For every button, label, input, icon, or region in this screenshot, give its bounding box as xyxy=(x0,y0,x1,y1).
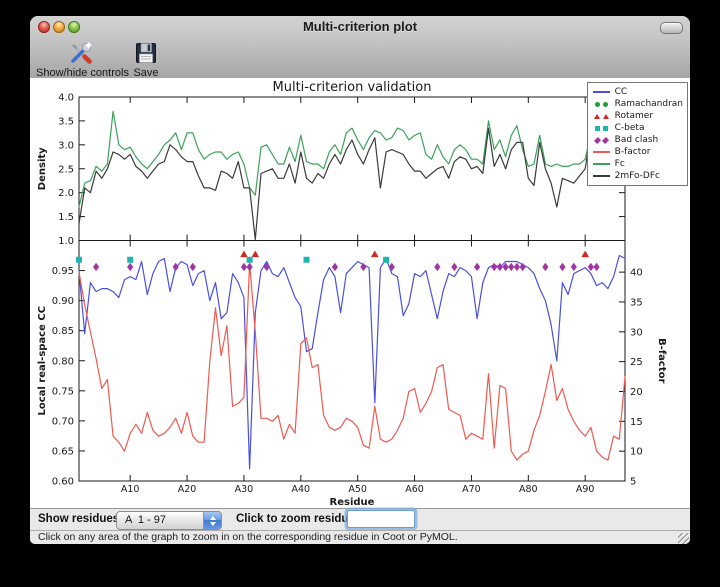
svg-text:0.75: 0.75 xyxy=(52,386,74,397)
svg-text:A70: A70 xyxy=(462,484,481,495)
show-hide-controls-label: Show/hide controls xyxy=(36,67,129,79)
svg-text:20: 20 xyxy=(630,387,643,398)
arrow-up-icon xyxy=(209,515,216,520)
multi-criterion-plot-window: Multi-criterion plot Show/hide controls xyxy=(30,16,690,544)
show-residues-label: Show residues: xyxy=(38,513,123,525)
window-chrome: Multi-criterion plot Show/hide controls xyxy=(30,16,690,79)
status-message: Click on any area of the graph to zoom i… xyxy=(38,531,458,543)
zoom-residue-label: Click to zoom residue: xyxy=(236,513,359,525)
plot-legend: CC Ramachandran Rotamer C-beta Bad clash B-fa… xyxy=(586,82,688,186)
legend-entry: C-beta xyxy=(592,122,683,134)
show-hide-controls-button[interactable]: Show/hide controls xyxy=(36,40,129,79)
residue-range-select[interactable]: A 1 - 97 xyxy=(116,511,222,530)
controls-bar: Show residues: A 1 - 97 Click to zoom re… xyxy=(30,508,690,531)
plot-figure[interactable]: Multi-criterion validation 1.0 1.5 2.0 2.5 3.… xyxy=(30,78,690,508)
svg-text:A10: A10 xyxy=(121,484,140,495)
svg-text:A20: A20 xyxy=(178,484,197,495)
titlebar[interactable]: Multi-criterion plot xyxy=(30,16,690,38)
svg-text:0.80: 0.80 xyxy=(52,356,74,367)
legend-entry: Bad clash xyxy=(592,134,683,146)
svg-text:0.90: 0.90 xyxy=(52,296,74,307)
save-icon xyxy=(133,40,159,66)
svg-text:0.60: 0.60 xyxy=(52,477,74,488)
svg-text:1.0: 1.0 xyxy=(58,236,74,247)
svg-text:A50: A50 xyxy=(348,484,367,495)
legend-entry: B-factor xyxy=(592,146,683,158)
svg-text:4.0: 4.0 xyxy=(58,93,74,104)
svg-text:A30: A30 xyxy=(235,484,254,495)
svg-text:30: 30 xyxy=(630,327,643,338)
svg-text:0.95: 0.95 xyxy=(52,266,74,277)
svg-text:2.0: 2.0 xyxy=(58,188,74,199)
toolbar-toggle-pill[interactable] xyxy=(660,22,683,34)
svg-text:2.5: 2.5 xyxy=(58,164,74,175)
svg-text:5: 5 xyxy=(630,477,636,488)
svg-text:35: 35 xyxy=(630,297,643,308)
zoom-button[interactable] xyxy=(68,20,80,33)
svg-text:10: 10 xyxy=(630,447,643,458)
svg-text:3.5: 3.5 xyxy=(58,116,74,127)
legend-entry: 2mFo-DFc xyxy=(592,170,683,182)
figure-svg: Multi-criterion validation 1.0 1.5 2.0 2.5 3.… xyxy=(37,80,667,508)
svg-text:B-factor: B-factor xyxy=(656,338,667,383)
window-title: Multi-criterion plot xyxy=(302,19,418,34)
residue-range-value: A 1 - 97 xyxy=(125,514,166,526)
minimize-button[interactable] xyxy=(53,20,65,33)
svg-text:Multi-criterion validation: Multi-criterion validation xyxy=(273,80,432,95)
svg-text:15: 15 xyxy=(630,417,643,428)
svg-text:Local real-space CC: Local real-space CC xyxy=(37,306,48,416)
close-button[interactable] xyxy=(38,20,50,33)
status-bar: Click on any area of the graph to zoom i… xyxy=(30,530,690,544)
save-label: Save xyxy=(133,67,159,79)
svg-text:0.70: 0.70 xyxy=(52,416,74,427)
legend-entry: Rotamer xyxy=(592,110,683,122)
svg-text:Density: Density xyxy=(37,147,48,190)
toolbar: Show/hide controls Save xyxy=(30,38,690,79)
legend-entry: CC xyxy=(592,86,683,98)
legend-entry: Fc xyxy=(592,158,683,170)
stepper-arrows-icon[interactable] xyxy=(203,512,221,529)
legend-entry: Ramachandran xyxy=(592,98,683,110)
svg-text:0.85: 0.85 xyxy=(52,326,74,337)
svg-text:Residue: Residue xyxy=(330,497,375,508)
svg-text:A60: A60 xyxy=(405,484,424,495)
zoom-residue-input[interactable] xyxy=(347,510,415,528)
resize-grip-icon[interactable] xyxy=(678,533,689,544)
tools-icon xyxy=(68,40,94,66)
svg-text:40: 40 xyxy=(630,268,643,279)
svg-text:25: 25 xyxy=(630,357,643,368)
save-button[interactable]: Save xyxy=(126,40,166,79)
svg-text:A40: A40 xyxy=(292,484,311,495)
svg-text:A90: A90 xyxy=(576,484,595,495)
arrow-down-icon xyxy=(209,521,216,526)
svg-text:0.65: 0.65 xyxy=(52,446,74,457)
svg-text:A80: A80 xyxy=(519,484,538,495)
svg-text:1.5: 1.5 xyxy=(58,212,74,223)
svg-text:3.0: 3.0 xyxy=(58,140,74,151)
